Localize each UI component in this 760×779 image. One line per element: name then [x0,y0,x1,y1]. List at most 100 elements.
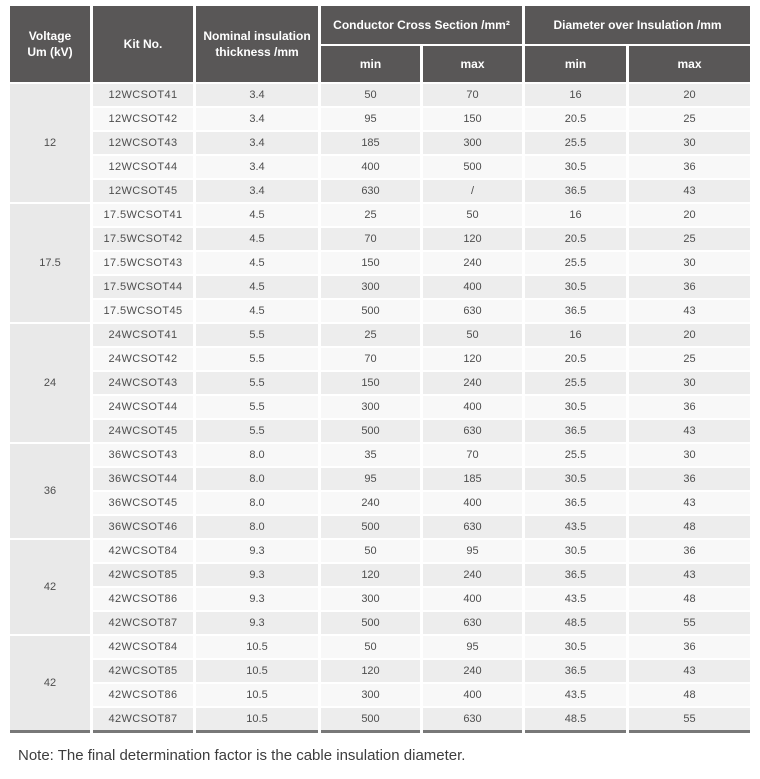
doi-max-cell: 55 [629,708,751,733]
ccs-min-cell: 35 [321,444,420,466]
thickness-cell: 4.5 [196,252,318,274]
kit-no-cell: 42WCSOT86 [93,588,193,610]
insulation-kit-spec-table: Voltage Um (kV) Kit No. Nominal insulati… [7,4,753,735]
ccs-max-cell: 50 [423,324,522,346]
doi-max-cell: 43 [629,564,751,586]
doi-min-cell: 16 [525,324,626,346]
thickness-cell: 8.0 [196,492,318,514]
thickness-cell: 8.0 [196,516,318,538]
ccs-min-cell: 95 [321,468,420,490]
doi-max-cell: 30 [629,132,751,154]
kit-no-cell: 17.5WCSOT44 [93,276,193,298]
ccs-max-cell: / [423,180,522,202]
ccs-max-cell: 400 [423,396,522,418]
kit-no-cell: 12WCSOT45 [93,180,193,202]
ccs-max-cell: 400 [423,492,522,514]
kit-no-cell: 17.5WCSOT45 [93,300,193,322]
thickness-cell: 10.5 [196,708,318,733]
doi-min-cell: 20.5 [525,108,626,130]
table-row: 42WCSOT87 10.5 500 630 48.5 55 [10,708,751,733]
ccs-min-cell: 500 [321,420,420,442]
doi-max-cell: 30 [629,372,751,394]
col-header-diameter-over-insulation: Diameter over Insulation /mm [525,6,751,44]
ccs-max-cell: 95 [423,540,522,562]
ccs-max-cell: 120 [423,228,522,250]
ccs-min-cell: 500 [321,612,420,634]
doi-min-cell: 30.5 [525,276,626,298]
doi-min-cell: 36.5 [525,420,626,442]
doi-max-cell: 25 [629,228,751,250]
voltage-cell: 24 [10,324,90,442]
header-row-groups: Voltage Um (kV) Kit No. Nominal insulati… [10,6,751,82]
table-note: Note: The final determination factor is … [18,747,466,764]
table-row: 12WCSOT45 3.4 630/36.5 43 [10,180,751,202]
kit-no-cell: 12WCSOT44 [93,156,193,178]
thickness-cell: 5.5 [196,372,318,394]
doi-min-cell: 25.5 [525,372,626,394]
table-row: 36WCSOT45 8.0 240 400 36.5 43 [10,492,751,514]
ccs-min-cell: 300 [321,588,420,610]
kit-no-cell: 42WCSOT85 [93,564,193,586]
table-row: 24WCSOT44 5.5 300 400 30.5 36 [10,396,751,418]
ccs-max-cell: 500 [423,156,522,178]
table-row: 12WCSOT42 3.4 95 150 20.5 25 [10,108,751,130]
doi-min-cell: 36.5 [525,180,626,202]
thickness-cell: 9.3 [196,612,318,634]
ccs-min-cell: 120 [321,564,420,586]
ccs-min-cell: 630 [321,180,420,202]
doi-min-cell: 30.5 [525,468,626,490]
voltage-cell: 17.5 [10,204,90,322]
table-row: 24WCSOT43 5.5 150 240 25.5 30 [10,372,751,394]
ccs-max-cell: 95 [423,636,522,658]
doi-min-cell: 43.5 [525,516,626,538]
ccs-max-cell: 240 [423,252,522,274]
kit-no-cell: 17.5WCSOT43 [93,252,193,274]
ccs-min-cell: 120 [321,660,420,682]
doi-min-cell: 20.5 [525,228,626,250]
ccs-min-cell: 500 [321,708,420,733]
table-row: 42 42WCSOT84 10.5 50 95 30.5 36 [10,636,751,733]
ccs-min-cell: 300 [321,396,420,418]
doi-max-cell: 43 [629,660,751,682]
doi-min-cell: 30.5 [525,636,626,658]
ccs-max-cell: 400 [423,276,522,298]
col-header-ccs-max: max [423,46,522,82]
kit-no-cell: 17.5WCSOT41 [93,204,193,226]
kit-no-cell: 17.5WCSOT42 [93,228,193,250]
doi-max-cell: 20 [629,204,751,226]
kit-no-cell: 42WCSOT85 [93,660,193,682]
doi-min-cell: 36.5 [525,492,626,514]
doi-min-cell: 48.5 [525,708,626,733]
kit-no-cell: 24WCSOT44 [93,396,193,418]
col-header-kit-no: Kit No. [93,6,193,82]
thickness-cell: 3.4 [196,132,318,154]
doi-max-cell: 30 [629,252,751,274]
table-row: 42WCSOT87 9.3 500 630 48.5 55 [10,612,751,634]
kit-no-cell: 36WCSOT46 [93,516,193,538]
table-body: 12 12WCSOT41 3.4 50 70 16 20 12WCSOT42 3.4 95 150 2… [10,84,751,733]
table-header: Voltage Um (kV) Kit No. Nominal insulati… [10,6,751,82]
ccs-min-cell: 240 [321,492,420,514]
thickness-cell: 3.4 [196,108,318,130]
ccs-max-cell: 70 [423,444,522,466]
thickness-cell: 3.4 [196,180,318,202]
thickness-cell: 9.3 [196,588,318,610]
ccs-min-cell: 25 [321,204,420,226]
thickness-cell: 5.5 [196,396,318,418]
doi-min-cell: 25.5 [525,132,626,154]
ccs-min-cell: 500 [321,516,420,538]
kit-no-cell: 42WCSOT87 [93,612,193,634]
thickness-cell: 4.5 [196,300,318,322]
thickness-cell: 3.4 [196,156,318,178]
ccs-min-cell: 70 [321,228,420,250]
thickness-cell: 4.5 [196,204,318,226]
ccs-max-cell: 70 [423,84,522,106]
ccs-max-cell: 300 [423,132,522,154]
col-header-ccs-min: min [321,46,420,82]
doi-min-cell: 48.5 [525,612,626,634]
ccs-max-cell: 630 [423,612,522,634]
kit-no-cell: 24WCSOT42 [93,348,193,370]
doi-max-cell: 36 [629,468,751,490]
doi-max-cell: 48 [629,588,751,610]
